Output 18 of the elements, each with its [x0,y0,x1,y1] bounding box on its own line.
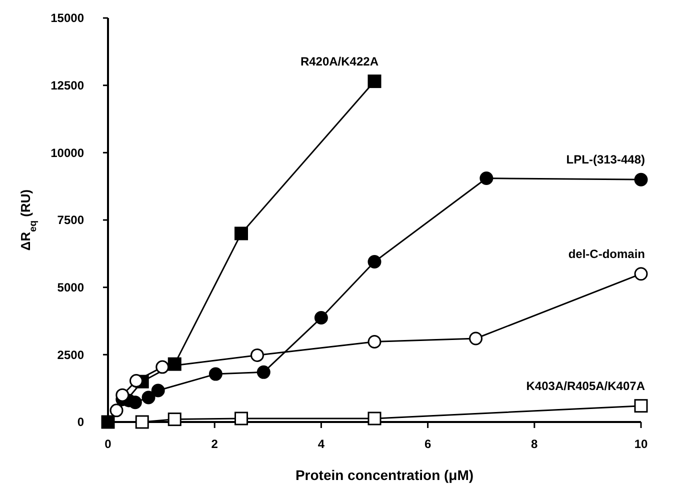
y-tick-label: 15000 [50,11,84,26]
x-tick-label: 6 [424,437,432,451]
y-tick-label: 12500 [50,78,84,93]
x-tick-label: 10 [634,437,648,451]
series-label: del-C-domain [568,246,645,261]
series-label: LPL-(313-448) [566,152,645,167]
series-label: K403A/R405A/K407A [526,378,646,393]
series-label: R420A/K422A [300,54,379,68]
y-tick-label: 5000 [57,280,84,295]
y-tick-label: 0 [77,415,84,430]
x-axis-title: Protein concentration (μM) [295,467,474,483]
y-tick-label: 7500 [57,213,84,228]
y-tick-label: 2500 [57,348,84,362]
x-tick-label: 0 [104,437,112,451]
x-tick-label: 4 [318,437,325,451]
y-tick-label: 10000 [50,146,84,160]
x-tick-label: 2 [211,437,218,451]
x-tick-label: 8 [531,437,538,451]
